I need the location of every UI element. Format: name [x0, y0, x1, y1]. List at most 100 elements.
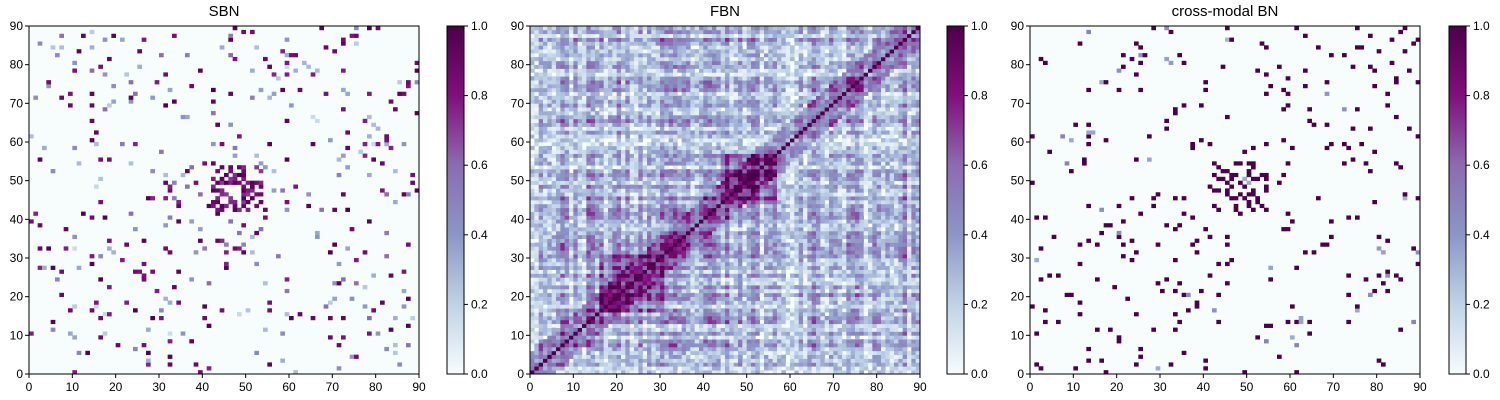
heatmap-cell	[564, 370, 570, 375]
heatmap-cell	[833, 180, 839, 185]
heatmap-cell	[690, 327, 696, 332]
heatmap-cell	[902, 176, 908, 182]
heatmap-cell	[560, 215, 566, 220]
heatmap-cell	[608, 366, 613, 371]
chart-title: SBN	[209, 3, 240, 20]
heatmap-cell	[677, 273, 683, 278]
heatmap-cell	[289, 103, 294, 108]
heatmap-cell	[777, 203, 782, 209]
heatmap-cell	[876, 300, 882, 305]
heatmap-cell	[681, 335, 687, 340]
heatmap-cell	[534, 277, 540, 282]
heatmap-cell	[803, 354, 808, 359]
heatmap-cell	[846, 250, 852, 255]
heatmap-cell	[590, 203, 596, 209]
heatmap-cell	[881, 296, 886, 301]
heatmap-cell	[612, 358, 618, 363]
heatmap-cell	[868, 238, 873, 243]
heatmap-cell	[569, 250, 574, 255]
heatmap-cell	[577, 246, 583, 251]
heatmap-cell	[772, 188, 778, 193]
heatmap-cell	[850, 238, 856, 243]
heatmap-cell	[751, 211, 756, 216]
heatmap-cell	[859, 362, 865, 367]
heatmap-cell	[907, 269, 912, 274]
heatmap-cell	[816, 196, 821, 201]
heatmap-cell	[859, 316, 865, 321]
heatmap-cell	[612, 319, 618, 325]
heatmap-cell	[560, 273, 566, 278]
heatmap-cell	[751, 285, 756, 290]
heatmap-cell	[759, 223, 765, 228]
heatmap-cell	[902, 215, 908, 220]
heatmap-cell	[868, 354, 873, 359]
heatmap-cell	[777, 362, 782, 367]
heatmap-cell	[772, 308, 778, 313]
heatmap-cell	[889, 196, 895, 201]
heatmap-cell	[759, 188, 765, 193]
heatmap-cell	[612, 250, 618, 255]
heatmap-cell	[612, 346, 618, 352]
heatmap-cell	[872, 211, 878, 216]
heatmap-cell	[677, 358, 683, 363]
heatmap-cell	[638, 362, 644, 367]
heatmap-cell	[881, 223, 886, 228]
heatmap-cell	[725, 246, 730, 251]
heatmap-cell	[258, 192, 264, 197]
heatmap-cell	[629, 269, 635, 274]
heatmap-cell	[245, 192, 251, 197]
heatmap-cell	[690, 300, 696, 305]
heatmap-cell	[612, 246, 618, 251]
heatmap-cell	[833, 288, 839, 294]
heatmap-cell	[534, 288, 540, 294]
heatmap-cell	[911, 331, 917, 336]
heatmap-cell	[703, 312, 709, 317]
heatmap-cell	[660, 184, 665, 189]
heatmap-cell	[742, 250, 748, 255]
heatmap-cell	[729, 188, 735, 193]
heatmap-cell	[250, 68, 255, 73]
heatmap-cell	[102, 215, 108, 220]
heatmap-cell	[820, 296, 826, 301]
heatmap-cell	[599, 180, 605, 185]
heatmap-cell	[638, 200, 644, 205]
heatmap-cell	[638, 288, 644, 294]
heatmap-cell	[651, 176, 657, 182]
heatmap-cell	[811, 184, 817, 189]
heatmap-cell	[707, 265, 713, 270]
heatmap-cell	[794, 362, 800, 367]
heatmap-cell	[725, 366, 730, 371]
heatmap-cell	[634, 327, 639, 332]
heatmap-cell	[781, 304, 787, 309]
heatmap-cell	[798, 319, 804, 325]
heatmap-cell	[872, 261, 878, 267]
heatmap-cell	[820, 215, 826, 220]
heatmap-cell	[642, 207, 648, 212]
heatmap-cell	[820, 331, 826, 336]
heatmap-cell	[690, 285, 696, 290]
heatmap-cell	[616, 366, 622, 371]
heatmap-cell	[694, 370, 700, 375]
heatmap-cell	[712, 265, 717, 270]
heatmap-cell	[534, 265, 540, 270]
heatmap-cell	[898, 285, 904, 290]
heatmap-cell	[284, 207, 290, 212]
heatmap-cell	[859, 211, 865, 216]
heatmap-cell	[707, 269, 713, 274]
heatmap-cell	[612, 308, 618, 313]
heatmap-cell	[564, 215, 570, 220]
heatmap-cell	[530, 292, 535, 298]
heatmap-cell	[616, 211, 622, 216]
heatmap-cell	[547, 254, 553, 259]
heatmap-cell	[534, 366, 540, 371]
heatmap-cell	[530, 339, 535, 344]
heatmap-cell	[746, 223, 752, 228]
heatmap-cell	[603, 285, 609, 290]
heatmap-cell	[410, 172, 416, 178]
heatmap-cell	[284, 200, 290, 205]
heatmap-cell	[647, 296, 652, 301]
heatmap-cell	[547, 172, 553, 178]
heatmap-cell	[725, 211, 730, 216]
heatmap-cell	[629, 250, 635, 255]
heatmap-cell	[530, 254, 535, 259]
